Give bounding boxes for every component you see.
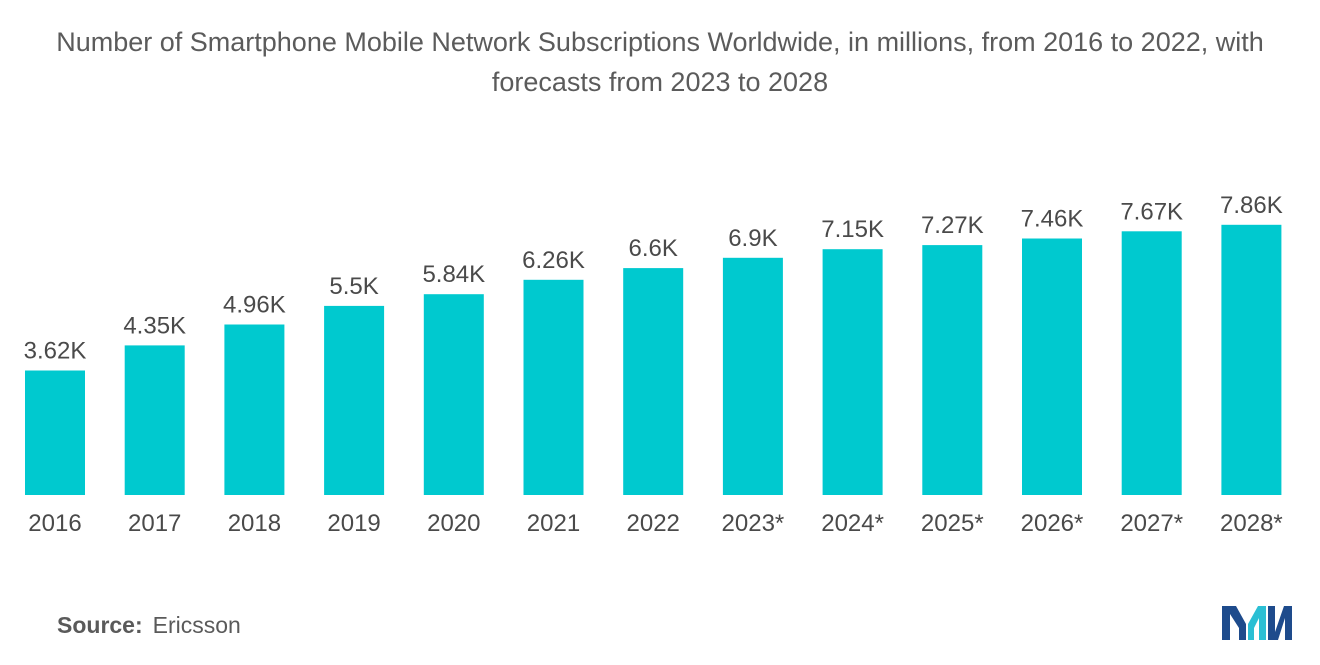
bar-2027-forecast [1121,231,1182,496]
bar-2024-forecast [822,249,883,495]
source-value: Ericsson [152,612,241,638]
x-tick-label: 2027* [1120,510,1183,537]
x-tick-label: 2028* [1220,510,1283,537]
data-label: 4.35K [123,312,186,339]
data-label: 5.84K [422,261,485,288]
bar-2022 [623,268,684,495]
bar-2028-forecast [1221,224,1282,496]
x-tick-label: 2016 [28,510,81,537]
x-tick-label: 2024* [821,510,884,537]
bar-2021 [523,279,584,495]
x-tick-label: 2019 [327,510,380,537]
x-tick-label: 2020 [427,510,480,537]
source-note: Source: Ericsson [57,612,241,639]
bar-2018 [224,324,285,495]
data-label: 7.27K [921,212,984,239]
data-label: 4.96K [223,292,286,319]
source-label: Source: [57,612,143,638]
data-labels-group: 3.62K 4.35K 4.96K 5.5K 5.84K 6.26K 6.6K 6.9K 7.1… [24,192,1283,365]
bar-2020 [423,294,484,495]
x-axis-tick-labels: 2016 2017 2018 2019 2020 2021 2022 2023* 2024* 20… [28,510,1282,537]
bar-chart: 3.62K 4.35K 4.96K 5.5K 5.84K 6.26K 6.6K 6.9K 7.1… [24,192,1283,537]
bar-2019 [324,305,385,495]
x-tick-label: 2025* [921,510,984,537]
bar-2017 [124,345,185,495]
data-label: 7.46K [1021,206,1084,233]
data-label: 5.5K [329,273,378,300]
data-label: 7.67K [1120,198,1183,225]
x-tick-label: 2026* [1021,510,1084,537]
mordor-intelligence-logo-icon [1222,606,1292,640]
data-label: 7.86K [1220,192,1283,219]
chart-title: Number of Smartphone Mobile Network Subs… [56,27,1264,97]
bar-2025-forecast [922,245,983,495]
data-label: 6.6K [629,235,678,262]
bar-2026-forecast [1022,238,1082,495]
data-label: 6.9K [728,225,777,252]
data-label: 7.15K [821,216,884,243]
data-label: 3.62K [24,338,87,365]
bar-2016 [25,370,85,495]
x-tick-label: 2023* [722,510,785,537]
x-tick-label: 2017 [128,510,181,537]
bar-2023-forecast [722,257,783,495]
x-tick-label: 2018 [228,510,281,537]
bars-group [25,224,1282,496]
x-tick-label: 2021 [527,510,580,537]
x-tick-label: 2022 [627,510,680,537]
data-label: 6.26K [522,247,585,274]
